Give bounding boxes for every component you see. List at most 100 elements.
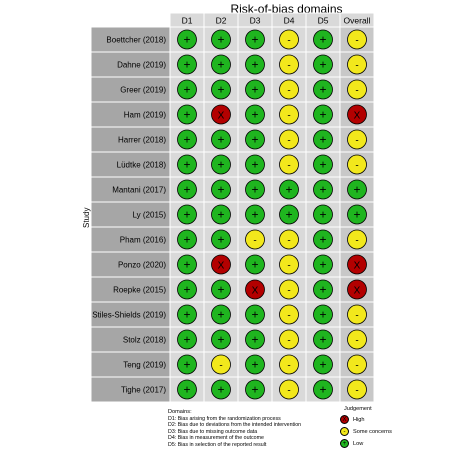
study-name: Mantani (2017): [112, 186, 166, 195]
study-name: Greer (2019): [120, 86, 166, 95]
rating-low-dot: [211, 129, 231, 150]
rating-low-dot: [245, 379, 265, 400]
rating-symbol: +: [353, 183, 360, 197]
rating-symbol: +: [217, 58, 224, 72]
domain-d5: D5: Bias in selection of the reported re…: [168, 441, 267, 448]
study-name: Stolz (2018): [123, 336, 166, 345]
judgement-legend: Judgement X High - Some concerns + Low: [340, 406, 392, 448]
rating-symbol: +: [183, 83, 190, 97]
rating-low-dot: [177, 104, 197, 125]
domain-d4: D4: Bias in measurement of the outcome: [168, 435, 264, 441]
rating-low-dot: [211, 304, 231, 325]
low-dot: +: [340, 439, 349, 448]
rating-symbol: -: [253, 236, 256, 247]
rating-symbol: X: [218, 111, 225, 122]
rating-symbol: +: [183, 133, 190, 147]
rating-symbol: -: [287, 361, 290, 372]
rating-low-dot: [177, 54, 197, 75]
judgement-heading: Judgement: [344, 406, 372, 412]
rating-some-dot: [347, 154, 367, 175]
rating-symbol: +: [183, 183, 190, 197]
rating-symbol: -: [287, 136, 290, 147]
rating-low-dot: [245, 254, 265, 275]
rating-symbol: -: [355, 386, 358, 397]
rating-symbol: +: [183, 108, 190, 122]
rating-low-dot: [177, 379, 197, 400]
rating-symbol: X: [354, 111, 361, 122]
rating-symbol: +: [353, 208, 360, 222]
rating-low-dot: [211, 379, 231, 400]
rating-symbol: +: [183, 33, 190, 47]
rating-symbol: +: [183, 383, 190, 397]
rating-low-dot: [177, 329, 197, 350]
rating-low-dot: [211, 204, 231, 225]
rating-symbol: -: [287, 386, 290, 397]
rating-symbol: +: [319, 258, 326, 272]
rating-symbol: -: [355, 36, 358, 47]
rating-some-dot: [347, 129, 367, 150]
rating-low-dot: [313, 79, 333, 100]
rating-symbol: +: [319, 58, 326, 72]
rating-low-dot: [211, 29, 231, 50]
study-name-cell: [90, 26, 171, 53]
rating-symbol: X: [252, 286, 259, 297]
rating-low-dot: [313, 329, 333, 350]
rating-high-dot: [347, 104, 367, 125]
rating-symbol: +: [217, 283, 224, 297]
rating-low-dot: [211, 229, 231, 250]
rating-symbol: +: [251, 83, 258, 97]
rating-symbol: -: [287, 61, 290, 72]
rating-symbol: -: [287, 111, 290, 122]
rating-low-dot: [313, 229, 333, 250]
rating-symbol: -: [355, 311, 358, 322]
rating-low-dot: [313, 204, 333, 225]
judgement-low-label: Low: [353, 440, 364, 447]
judgement-high-label: High: [353, 416, 365, 423]
rating-symbol: +: [217, 158, 224, 172]
column-header-d3: D3: [250, 16, 261, 26]
rating-some-dot: [279, 329, 299, 350]
rating-low-dot: [313, 279, 333, 300]
rating-symbol: +: [319, 308, 326, 322]
rating-low-dot: [211, 279, 231, 300]
judgement-some: - Some concerns: [340, 427, 392, 436]
rating-some-dot: [279, 354, 299, 375]
rating-symbol: +: [319, 333, 326, 347]
rating-low-dot: [313, 104, 333, 125]
rating-symbol: -: [287, 311, 290, 322]
rating-symbol: +: [217, 133, 224, 147]
rating-some-dot: [347, 79, 367, 100]
rating-low-dot: [211, 329, 231, 350]
domains-legend: Domains: D1: Bias arising from the rando…: [168, 409, 301, 448]
rating-low-dot: [245, 54, 265, 75]
study-name-cell: [90, 251, 171, 278]
rating-symbol: +: [251, 208, 258, 222]
rating-low-dot: [313, 154, 333, 175]
rating-low-dot: [211, 179, 231, 200]
rating-symbol: +: [183, 358, 190, 372]
rating-symbol: +: [217, 208, 224, 222]
rating-some-dot: [279, 304, 299, 325]
rating-symbol: -: [219, 361, 222, 372]
rating-symbol: +: [319, 158, 326, 172]
rating-low-dot: [245, 354, 265, 375]
risk-of-bias-table: D1 D2 D3 D4 D5 Overall Boettcher (2018) + + + - + - D…: [90, 12, 375, 403]
rating-some-dot: [279, 279, 299, 300]
rating-some-dot: [347, 304, 367, 325]
judgement-some-label: Some concerns: [353, 428, 392, 435]
domains-heading: Domains:: [168, 409, 192, 415]
rating-low-dot: [177, 79, 197, 100]
rating-symbol: +: [319, 283, 326, 297]
rating-symbol: +: [251, 33, 258, 47]
rating-symbol: +: [251, 358, 258, 372]
rating-low-dot: [177, 279, 197, 300]
rating-symbol: +: [217, 33, 224, 47]
rating-symbol: +: [251, 158, 258, 172]
rating-symbol: -: [355, 361, 358, 372]
rating-low-dot: [313, 129, 333, 150]
column-header-overall: Overall: [344, 16, 371, 26]
rating-symbol: +: [251, 108, 258, 122]
rating-low-dot: [313, 304, 333, 325]
rating-symbol: +: [251, 58, 258, 72]
rating-some-dot: [347, 54, 367, 75]
